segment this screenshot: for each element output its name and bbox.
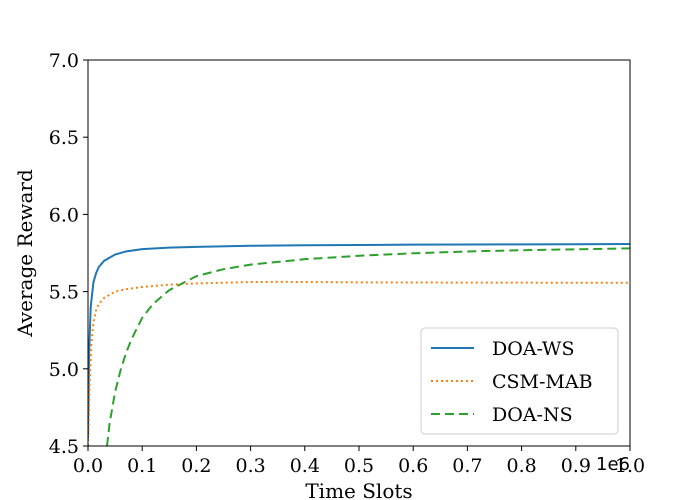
x-tick-label: 0.6 — [398, 455, 428, 477]
series-line-doa-ws — [88, 243, 630, 439]
x-tick-label: 0.1 — [127, 455, 157, 477]
x-tick-label: 0.7 — [452, 455, 482, 477]
legend-entries: DOA-WS CSM-MAB DOA-NS — [431, 338, 593, 426]
x-tick-label: 1.0 — [615, 455, 645, 477]
legend-label: DOA-WS — [492, 338, 574, 360]
x-tick-label: 0.4 — [290, 455, 320, 477]
y-tick-label: 5.5 — [49, 282, 79, 304]
x-tick-label: 0.2 — [181, 455, 211, 477]
x-tick-label: 0.5 — [344, 455, 374, 477]
x-axis: 0.0 0.1 0.2 0.3 0.4 0.5 0.6 0.7 0.8 0.9 1.0 — [73, 446, 645, 477]
x-axis-label: Time Slots — [305, 479, 412, 500]
series-line-doa-ns — [105, 247, 630, 446]
x-tick-label: 0.3 — [235, 455, 265, 477]
legend-label: DOA-NS — [492, 404, 573, 426]
series-layer — [88, 243, 630, 446]
y-tick-label: 6.0 — [49, 204, 79, 226]
legend: DOA-WS CSM-MAB DOA-NS — [420, 327, 619, 435]
x-tick-label: 0.8 — [506, 455, 536, 477]
y-tick-label: 7.0 — [49, 50, 79, 72]
legend-frame — [420, 327, 619, 435]
y-tick-label: 6.5 — [49, 127, 79, 149]
y-axis: 4.5 5.0 5.5 6.0 6.5 7.0 — [49, 50, 88, 458]
y-tick-label: 5.0 — [49, 359, 79, 381]
x-offset-label: 1e6 — [596, 454, 630, 475]
y-axis-label: Average Reward — [13, 169, 37, 338]
legend-label: CSM-MAB — [492, 371, 593, 393]
y-tick-label: 4.5 — [49, 436, 79, 458]
x-tick-label: 0.0 — [73, 455, 103, 477]
x-tick-label: 0.9 — [561, 455, 591, 477]
